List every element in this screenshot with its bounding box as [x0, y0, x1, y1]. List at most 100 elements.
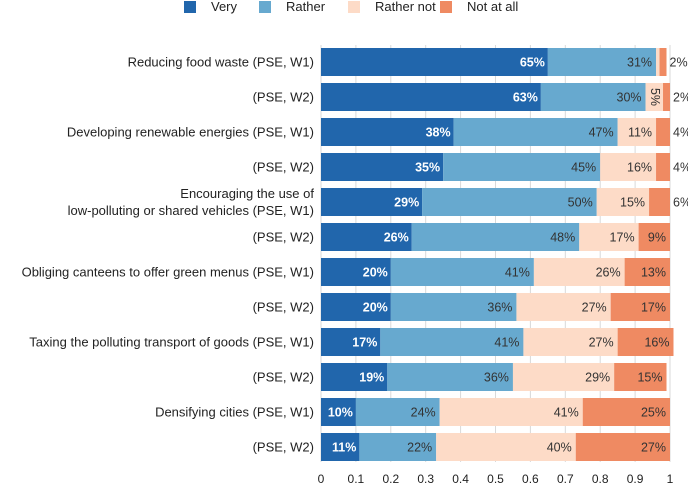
x-tick-label: 0.9 [627, 472, 644, 486]
bar-segment-rather [387, 363, 513, 391]
x-tick-label: 0.2 [382, 472, 399, 486]
bar-segment-not-at-all [610, 293, 670, 321]
x-tick-label: 1 [667, 472, 674, 486]
bar-segment-rather [380, 328, 524, 356]
bar-segment-very [321, 328, 381, 356]
value-label-not-at-all: 6% [673, 196, 688, 210]
value-label-rather: 22% [407, 441, 432, 455]
x-tick-label: 0.8 [592, 472, 609, 486]
value-label-rather-not: 15% [620, 196, 645, 210]
value-label-very: 20% [363, 301, 388, 315]
value-label-rather: 24% [411, 406, 436, 420]
legend-label-rather-not: Rather not [375, 0, 436, 14]
legend-label-very: Very [211, 0, 238, 14]
bar-segment-very [321, 118, 454, 146]
category-label: (PSE, W2) [253, 90, 314, 105]
bar-segment-rather-not [645, 83, 664, 111]
bar-segment-rather [422, 188, 597, 216]
value-label-very: 38% [426, 126, 451, 140]
value-label-rather-not: 29% [585, 371, 610, 385]
category-label: Taxing the polluting transport of goods … [29, 335, 314, 350]
category-label: Densifying cities (PSE, W1) [155, 405, 314, 420]
bar-segment-rather-not [656, 48, 660, 76]
value-label-very: 35% [415, 161, 440, 175]
value-label-rather-not: 40% [547, 441, 572, 455]
value-label-rather: 41% [494, 336, 519, 350]
value-label-rather: 36% [487, 301, 512, 315]
bar-segment-not-at-all [582, 398, 670, 426]
x-tick-label: 0.4 [452, 472, 469, 486]
bar-segment-very [321, 433, 360, 461]
bar-segment-rather [390, 293, 517, 321]
legend-swatch-rather [259, 1, 271, 13]
bar-segment-very [321, 83, 541, 111]
value-label-rather-not: 27% [582, 301, 607, 315]
bar-segment-rather [453, 118, 618, 146]
value-label-rather-not: 5% [648, 88, 662, 106]
bar-segment-rather-not [600, 153, 657, 181]
value-label-rather-not: 26% [596, 266, 621, 280]
bar-segment-very [321, 258, 391, 286]
value-label-not-at-all: 2% [673, 91, 688, 105]
bar-segment-rather-not [512, 363, 615, 391]
x-tick-label: 0 [318, 472, 325, 486]
bar-segment-not-at-all [575, 433, 670, 461]
bar-segment-very [321, 293, 391, 321]
value-label-rather: 31% [627, 56, 652, 70]
category-label: (PSE, W2) [253, 160, 314, 175]
value-label-not-at-all: 4% [673, 161, 688, 175]
bar-segment-very [321, 188, 423, 216]
value-label-very: 63% [513, 91, 538, 105]
x-tick-label: 0.3 [417, 472, 434, 486]
gridlines [320, 45, 671, 462]
x-axis: 0 0.1 0.2 0.3 0.4 0.5 0.6 0.7 0.8 0.9 1 [318, 472, 674, 486]
x-tick-label: 0.6 [522, 472, 539, 486]
bar-segment-not-at-all [617, 328, 674, 356]
bars [321, 48, 674, 461]
legend-label-rather: Rather [286, 0, 326, 14]
bar-segment-rather [411, 223, 580, 251]
value-label-not-at-all: 4% [673, 126, 688, 140]
bar-segment-not-at-all [663, 83, 670, 111]
value-label-not-at-all: 2% [670, 56, 688, 70]
bar-segment-very [321, 153, 444, 181]
bar-segment-not-at-all [624, 258, 670, 286]
x-tick-label: 0.7 [557, 472, 574, 486]
value-label-rather: 47% [589, 126, 614, 140]
value-label-very: 11% [332, 441, 356, 455]
category-label: (PSE, W2) [253, 300, 314, 315]
value-label-not-at-all: 25% [641, 406, 666, 420]
value-label-not-at-all: 17% [641, 301, 666, 315]
bar-segment-rather-not [439, 398, 583, 426]
value-label-very: 19% [359, 371, 384, 385]
bar-segment-rather-not [533, 258, 625, 286]
category-labels: Reducing food waste (PSE, W1) (PSE, W2) De… [22, 55, 315, 455]
category-label: (PSE, W2) [253, 370, 314, 385]
bar-segment-rather-not [516, 293, 611, 321]
bar-segment-not-at-all [649, 188, 670, 216]
value-label-rather: 36% [484, 371, 509, 385]
value-label-rather-not: 17% [610, 231, 635, 245]
bar-segment-rather [359, 433, 437, 461]
bar-segment-rather [390, 258, 534, 286]
bar-segment-rather-not [596, 188, 650, 216]
value-label-very: 10% [328, 406, 353, 420]
bar-segment-very [321, 48, 548, 76]
x-tick-label: 0.5 [487, 472, 504, 486]
value-label-very: 65% [520, 56, 545, 70]
value-labels: 65% 31% 2% 63% 30% 5% 2% 38% 47% 11% 4% 35% 45% 16% 4%… [328, 56, 688, 455]
value-label-rather: 41% [505, 266, 530, 280]
bar-segment-rather [547, 48, 657, 76]
bar-segment-not-at-all [638, 223, 670, 251]
bar-segment-very [321, 223, 412, 251]
legend-label-not-at-all: Not at all [467, 0, 518, 14]
bar-segment-rather [443, 153, 601, 181]
bar-segment-rather-not [617, 118, 657, 146]
bar-segment-not-at-all [614, 363, 667, 391]
category-label: Obliging canteens to offer green menus (… [22, 265, 314, 280]
value-label-rather-not: 41% [554, 406, 579, 420]
category-label: (PSE, W2) [253, 440, 314, 455]
bar-segment-not-at-all [659, 48, 667, 76]
value-label-very: 20% [363, 266, 388, 280]
